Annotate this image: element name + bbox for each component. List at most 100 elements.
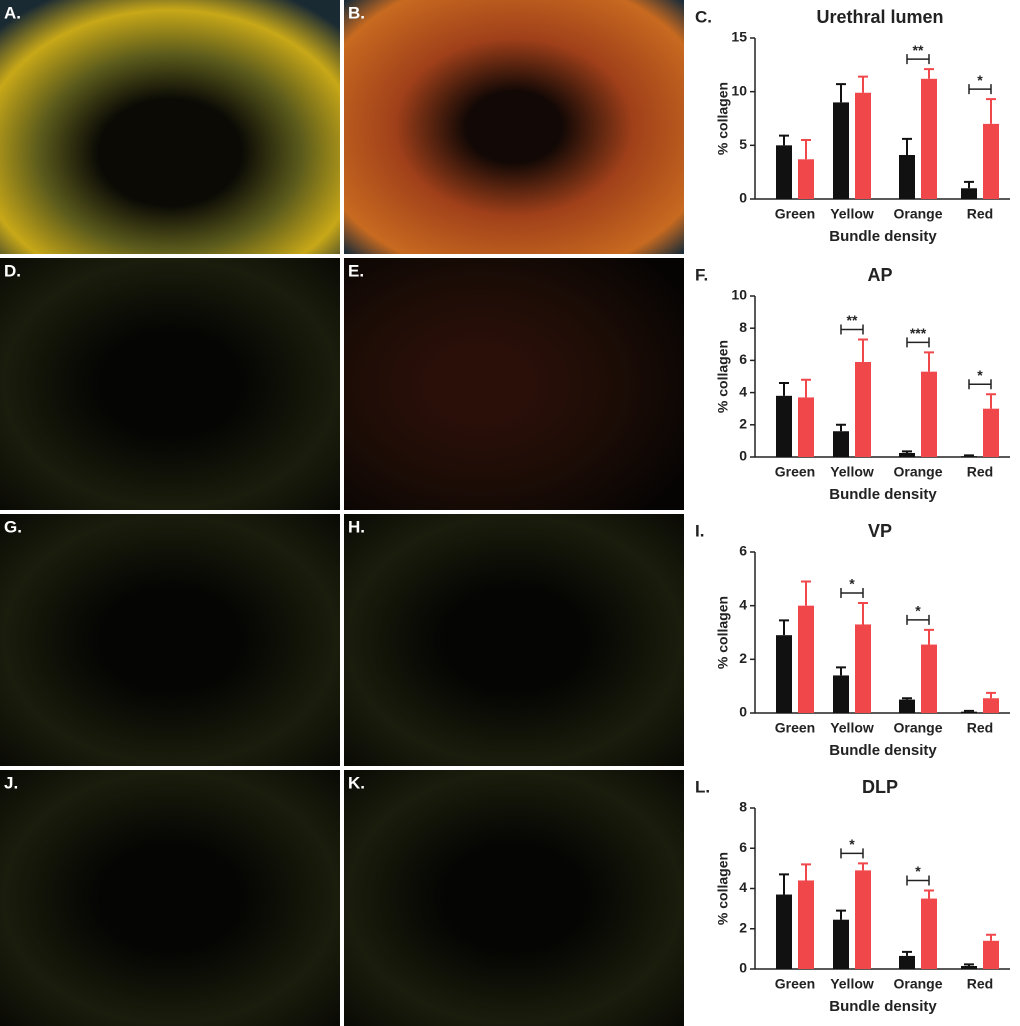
bar	[833, 919, 849, 969]
x-tick-label: Orange	[893, 976, 942, 992]
error-bar	[779, 619, 789, 636]
bar	[833, 431, 849, 457]
error-bar	[858, 862, 868, 871]
error-bar	[964, 180, 974, 189]
micrograph	[344, 258, 684, 510]
significance-bracket	[968, 379, 992, 390]
error-bar	[902, 450, 912, 453]
error-bar	[902, 137, 912, 155]
chart-title: DLP	[862, 777, 898, 797]
error-bar	[858, 75, 868, 93]
bar	[855, 362, 871, 457]
significance-bracket	[968, 84, 992, 95]
significance-bracket	[906, 875, 930, 886]
bar	[921, 898, 937, 969]
y-tick-label: 10	[731, 287, 747, 303]
x-tick-label: Yellow	[830, 976, 874, 992]
error-bar	[924, 628, 934, 645]
significance-label: ***	[910, 325, 927, 341]
micrograph	[344, 770, 684, 1026]
micrograph	[0, 258, 340, 510]
error-bar	[964, 454, 974, 457]
bar	[961, 456, 977, 457]
error-bar	[924, 889, 934, 899]
bar	[798, 397, 814, 457]
bar	[983, 408, 999, 457]
bar	[798, 880, 814, 969]
bar	[855, 870, 871, 969]
y-axis-label: % collagen	[715, 852, 731, 925]
y-axis-label: % collagen	[715, 82, 731, 155]
x-tick-label: Green	[775, 206, 815, 222]
x-axis-label: Bundle density	[829, 742, 937, 759]
significance-bracket	[906, 337, 930, 348]
y-tick-label: 5	[739, 136, 747, 152]
x-tick-label: Orange	[893, 464, 942, 480]
micrograph	[0, 514, 340, 766]
micrograph	[0, 0, 340, 254]
bar	[921, 371, 937, 457]
bar	[776, 145, 792, 199]
x-tick-label: Green	[775, 464, 815, 480]
y-tick-label: 8	[739, 319, 747, 335]
error-bar	[902, 950, 912, 956]
y-tick-label: 15	[731, 29, 747, 45]
y-tick-label: 0	[739, 960, 747, 976]
x-tick-label: Yellow	[830, 206, 874, 222]
bar	[776, 894, 792, 969]
y-tick-label: 2	[739, 919, 747, 935]
panel-label: K.	[348, 773, 365, 792]
significance-bracket	[906, 614, 930, 625]
significance-label: *	[849, 576, 855, 592]
bar	[833, 675, 849, 713]
x-tick-label: Yellow	[830, 464, 874, 480]
significance-label: **	[913, 42, 924, 58]
error-bar	[801, 378, 811, 398]
error-bar	[779, 873, 789, 895]
y-tick-label: 4	[739, 596, 747, 612]
y-tick-label: 6	[739, 543, 747, 559]
bar	[855, 624, 871, 713]
chart-title: VP	[868, 521, 892, 541]
bar	[776, 395, 792, 457]
x-tick-label: Red	[967, 206, 993, 222]
micrograph	[344, 0, 684, 254]
y-tick-label: 8	[739, 799, 747, 815]
x-tick-label: Orange	[893, 720, 942, 736]
error-bar	[836, 909, 846, 920]
panel-label: G.	[4, 517, 22, 536]
error-bar	[779, 134, 789, 146]
significance-label: *	[977, 72, 983, 88]
y-tick-label: 4	[739, 383, 747, 399]
error-bar	[858, 338, 868, 363]
x-axis-label: Bundle density	[829, 486, 937, 503]
bar	[961, 188, 977, 199]
bar	[921, 78, 937, 199]
bar	[983, 940, 999, 969]
significance-label: *	[915, 603, 921, 619]
micrograph	[0, 770, 340, 1026]
x-tick-label: Green	[775, 720, 815, 736]
error-bar	[801, 138, 811, 160]
bar	[899, 699, 915, 713]
error-bar	[836, 666, 846, 676]
x-tick-label: Yellow	[830, 720, 874, 736]
bar	[833, 102, 849, 199]
significance-label: **	[847, 312, 858, 328]
error-bar	[902, 697, 912, 700]
significance-label: *	[915, 863, 921, 879]
y-tick-label: 2	[739, 650, 747, 666]
error-bar	[836, 83, 846, 103]
error-bar	[924, 351, 934, 372]
error-bar	[986, 691, 996, 699]
y-tick-label: 4	[739, 879, 747, 895]
error-bar	[924, 68, 934, 79]
error-bar	[801, 863, 811, 881]
x-axis-label: Bundle density	[829, 998, 937, 1015]
panel-label: H.	[348, 517, 365, 536]
panel-label: J.	[4, 773, 18, 792]
y-axis-label: % collagen	[715, 340, 731, 413]
bar	[961, 711, 977, 713]
error-bar	[836, 423, 846, 432]
